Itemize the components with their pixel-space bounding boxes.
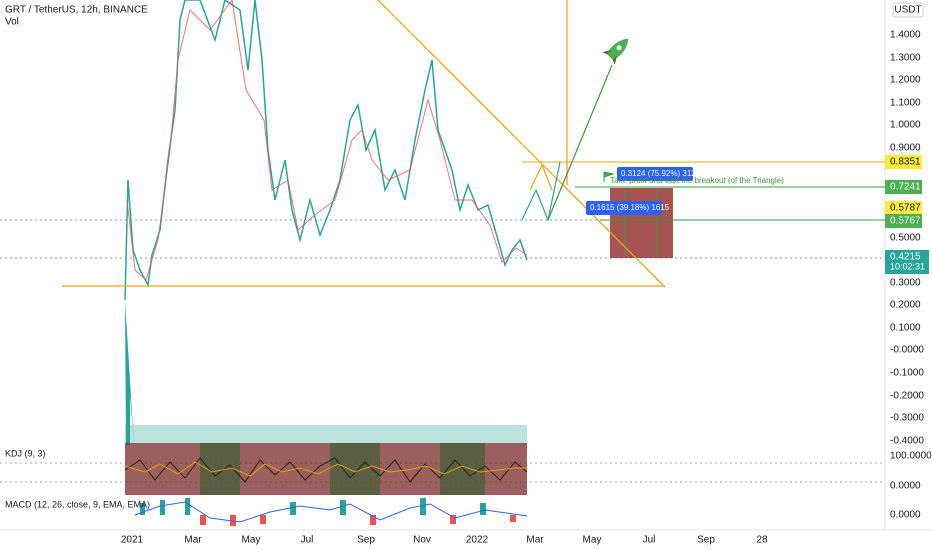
price-axis-label: 0.2000 — [890, 300, 921, 311]
last-price-label: 0.4215 — [890, 252, 921, 263]
currency-badge — [892, 2, 924, 18]
price-axis-label: -0.2000 — [890, 391, 924, 402]
time-axis-label: 2022 — [466, 535, 489, 546]
volume-spike — [125, 300, 134, 445]
time-axis-label: 2021 — [121, 535, 144, 546]
macd-histogram — [200, 515, 516, 526]
price-axis-label: -0.0000 — [890, 345, 924, 356]
kdj-axis-label: 0.0000 — [890, 481, 921, 492]
kdj-line — [124, 457, 528, 483]
time-axis-label: Sep — [357, 535, 375, 546]
time-axis-label: Nov — [413, 535, 431, 546]
price-axis-label: -0.1000 — [890, 368, 924, 379]
price-axis-label: 0.5000 — [890, 233, 921, 244]
price-axis-label: 0.3000 — [890, 278, 921, 289]
time-axis-label: May — [242, 535, 261, 546]
price-axis-label: 1.0000 — [890, 120, 921, 131]
price-axis-label: 1.1000 — [890, 98, 921, 109]
time-axis-label: Sep — [697, 535, 715, 546]
price-axis-label: 0.1000 — [890, 323, 921, 334]
macd-label: MACD (12, 26, close, 9, EMA, EMA) — [5, 499, 150, 509]
kdj-band — [330, 443, 380, 495]
kdj-band — [440, 443, 485, 495]
projection-path — [521, 161, 561, 223]
triangle-resistance — [377, 0, 666, 288]
price-tag — [885, 180, 922, 194]
countdown-label: 10:02:31 — [890, 261, 925, 271]
time-axis-label: May — [583, 535, 602, 546]
kdj-axis-label: 100.0000 — [890, 451, 932, 462]
last-price-tag — [885, 250, 929, 274]
price-series — [126, 0, 528, 281]
time-axis-label: Mar — [526, 535, 544, 546]
price-tag-label: 0.5767 — [890, 216, 921, 227]
price-axis-label: -0.3000 — [890, 413, 924, 424]
measure-label: 0.1615 (39.18%) 1615 — [590, 203, 670, 212]
price-axis-label: 1.2000 — [890, 75, 921, 86]
price-axis-label: 1.4000 — [890, 30, 921, 41]
price-tag — [885, 214, 922, 228]
rocket-arrow — [547, 64, 613, 221]
kdj-line — [124, 461, 527, 477]
projection-path — [529, 163, 553, 191]
price-tag-label: 0.5787 — [890, 203, 921, 214]
price-tag — [885, 155, 922, 169]
position-box — [610, 188, 673, 258]
volume-label: Vol — [5, 17, 19, 28]
price-axis-label: 1.3000 — [890, 53, 921, 64]
rocket-icon — [602, 38, 629, 65]
time-axis-label: 28 — [756, 535, 768, 546]
price-tag-label: 0.8351 — [890, 157, 921, 168]
symbol-title: GRT / TetherUS, 12h, BINANCE — [5, 5, 148, 16]
macd-line — [134, 501, 528, 523]
volume-bars — [125, 425, 527, 443]
kdj-label: KDJ (9, 3) — [5, 448, 46, 458]
time-axis-label: Mar — [184, 535, 202, 546]
currency-label: USDT — [894, 5, 921, 16]
price-tag — [885, 201, 922, 215]
note-text: Take profit and wait the breakout (of th… — [610, 176, 784, 185]
price-series — [124, 0, 528, 301]
price-tag-label: 0.7241 — [890, 182, 921, 193]
macd-axis-label: 0.0000 — [890, 510, 921, 521]
price-axis-label: 0.9000 — [890, 143, 921, 154]
flag-icon — [603, 171, 615, 182]
time-axis-label: Jul — [301, 535, 314, 546]
measure-label: 0.3124 (75.92%) 3124 — [621, 169, 701, 178]
measure-box — [617, 167, 693, 181]
measure-box — [586, 201, 662, 215]
time-axis-label: Jul — [643, 535, 656, 546]
price-axis-label: -0.4000 — [890, 436, 924, 447]
